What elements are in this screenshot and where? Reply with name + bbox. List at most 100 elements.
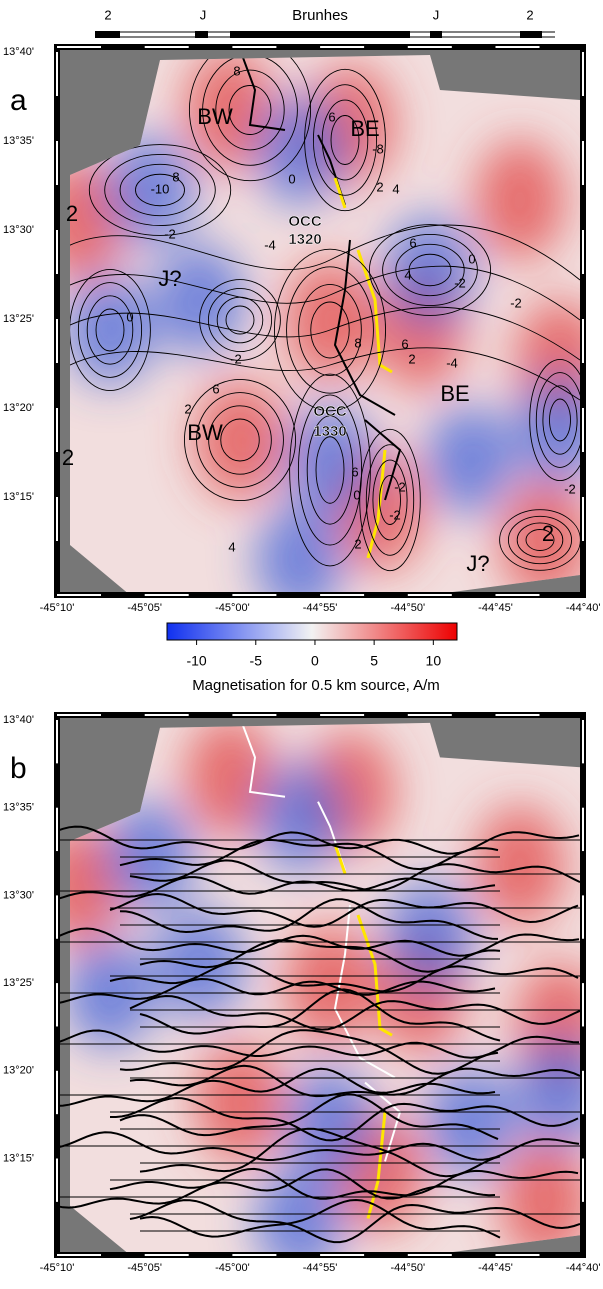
x-tick-label: -44°45' [478, 602, 513, 614]
negative-anomaly [385, 879, 475, 990]
contour-label: 0 [126, 309, 133, 324]
positive-anomaly [70, 160, 125, 280]
y-tick-label: 13°35' [3, 135, 34, 147]
contour [70, 265, 580, 321]
contour [330, 115, 360, 165]
contour [304, 68, 386, 212]
contour-label: -2 [164, 226, 176, 241]
y-tick-label: 13°20' [3, 402, 34, 414]
negative-anomaly [70, 275, 155, 385]
contour-label: -4 [446, 355, 458, 370]
annotation: 2 [62, 445, 74, 470]
x-tick-label: -45°00' [215, 602, 250, 614]
positive-anomaly [185, 722, 275, 838]
negative-anomaly [155, 245, 245, 355]
positive-anomaly [185, 55, 275, 170]
contour-label: -2 [454, 275, 466, 290]
negative-anomaly [155, 909, 245, 1020]
contour [95, 308, 125, 352]
contour-label: 2 [184, 401, 191, 416]
magnetisation-map [70, 722, 580, 1256]
contour-label: 6 [409, 235, 416, 250]
contour [525, 529, 555, 551]
positive-anomaly [195, 380, 285, 500]
contour [321, 99, 369, 181]
negative-anomaly [105, 135, 195, 245]
colorbar-tick-label: 5 [370, 653, 378, 669]
contour [228, 85, 272, 135]
contour-label: 6 [212, 381, 219, 396]
x-tick-label: -45°10' [40, 602, 75, 614]
chron-label: 2 [104, 7, 111, 22]
y-tick-label: 13°20' [3, 1065, 34, 1077]
contour [312, 84, 378, 196]
contour-label: 8 [233, 63, 240, 78]
annotation: BE [350, 116, 379, 141]
magnetic-profile [56, 927, 580, 957]
colorbar [166, 622, 458, 641]
magnetic-profile [56, 1168, 496, 1209]
magnetic-profile [109, 1167, 579, 1200]
annotation: 1320 [288, 231, 321, 248]
contour [86, 295, 134, 365]
annotation: OCC [313, 403, 347, 420]
x-tick-label: -45°05' [127, 1262, 162, 1274]
neovolcanic-axis [333, 177, 393, 559]
contour-label: -2 [394, 479, 406, 494]
colorbar-tick-label: -5 [250, 653, 263, 669]
x-tick-label: -44°55' [303, 1262, 338, 1274]
contour [365, 444, 415, 556]
contour-label: -4 [264, 237, 276, 252]
negative-anomaly [255, 761, 345, 872]
positive-anomaly [285, 260, 375, 380]
contour [516, 522, 564, 558]
contour-label: 0 [288, 171, 295, 186]
neovolcanic-axis [333, 843, 393, 1219]
contour [70, 347, 580, 401]
contour [310, 301, 350, 359]
contour [88, 144, 232, 236]
contour [119, 163, 201, 217]
x-tick-label: -44°50' [390, 1262, 425, 1274]
contour [549, 398, 571, 442]
negative-anomaly [285, 1066, 375, 1177]
contour-label: 0 [468, 251, 475, 266]
contour [225, 305, 255, 335]
contour [70, 306, 580, 361]
panel-letter: b [10, 752, 27, 785]
chron-label: J [433, 7, 440, 22]
contour [315, 436, 345, 504]
contour [507, 515, 573, 565]
magnetic-profile [109, 892, 579, 928]
negative-anomaly [425, 1066, 515, 1177]
panel-letter: a [10, 84, 27, 117]
contour [372, 459, 408, 541]
contour-label: -2 [510, 295, 522, 310]
contour [359, 428, 421, 572]
y-tick-label: 13°35' [3, 802, 34, 814]
contour [274, 248, 387, 412]
x-tick-label: -45°05' [127, 602, 162, 614]
magnetic-profile [119, 1029, 499, 1075]
x-tick-label: -44°50' [390, 602, 425, 614]
contour-label: 8 [354, 335, 361, 350]
fault-trace [241, 55, 402, 501]
contour-label: -8 [372, 141, 384, 156]
contour [529, 358, 580, 482]
contour [188, 55, 312, 182]
y-tick-label: 13°40' [3, 46, 34, 58]
magnetic-profile [56, 876, 496, 901]
magnetic-profile [119, 1093, 499, 1141]
magnetic-profile [139, 988, 501, 1042]
contour-label: 6 [351, 464, 358, 479]
profiles [56, 825, 583, 1244]
y-tick-label: 13°30' [3, 889, 34, 901]
contour [135, 173, 185, 207]
contour-label: -2 [389, 507, 401, 522]
contour-label: 4 [392, 181, 399, 196]
chron-label: J [200, 7, 207, 22]
contour-label: -10 [151, 181, 170, 196]
y-tick-label: 13°25' [3, 313, 34, 325]
negative-anomaly [255, 505, 345, 595]
